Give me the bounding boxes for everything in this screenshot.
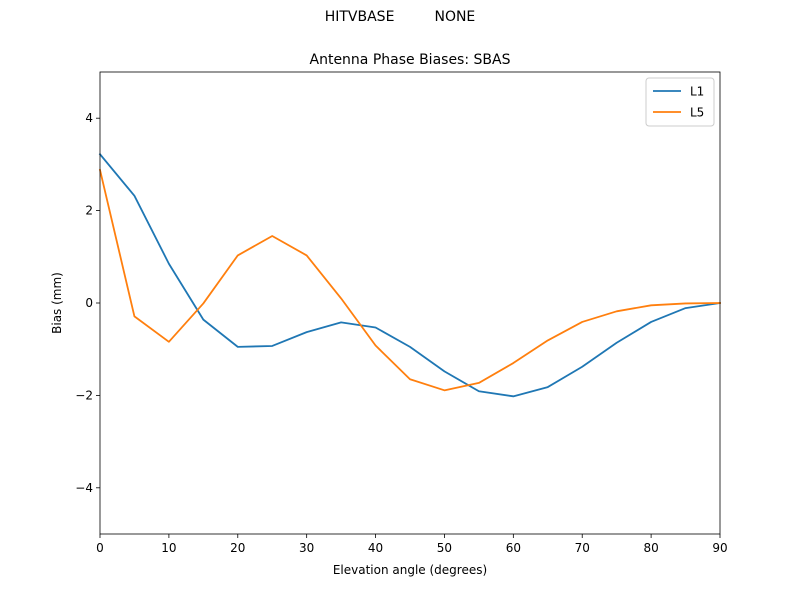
- y-axis-ticks: −4 −2 0 2 4: [75, 111, 100, 495]
- x-axis-ticks: 0 10 20 30 40 50 60 70 80 90: [96, 534, 728, 555]
- y-tick-label: −4: [75, 481, 93, 495]
- x-tick-label: 10: [161, 541, 176, 555]
- x-tick-label: 90: [712, 541, 727, 555]
- figure-suptitle: HITVBASE NONE: [324, 9, 476, 25]
- y-tick-label: 0: [85, 296, 93, 310]
- plot-lines: [98, 152, 722, 398]
- y-tick-label: −2: [75, 388, 93, 402]
- y-tick-label: 4: [85, 111, 93, 125]
- legend-box: [645, 77, 715, 127]
- legend: L1 L5: [645, 77, 715, 127]
- y-axis-label: Bias (mm): [50, 272, 64, 334]
- series-line-l1: [98, 152, 722, 398]
- chart-title: Antenna Phase Biases: SBAS: [310, 52, 511, 68]
- x-axis-label: Elevation angle (degrees): [333, 563, 487, 577]
- x-tick-label: 80: [643, 541, 658, 555]
- legend-label-l1: L1: [690, 85, 704, 99]
- x-tick-label: 60: [506, 541, 521, 555]
- x-tick-label: 20: [230, 541, 245, 555]
- x-tick-label: 40: [368, 541, 383, 555]
- y-tick-label: 2: [85, 204, 93, 218]
- legend-label-l5: L5: [690, 106, 704, 120]
- series-line-l5: [98, 168, 721, 392]
- x-tick-label: 0: [96, 541, 104, 555]
- x-tick-label: 70: [575, 541, 590, 555]
- x-tick-label: 30: [299, 541, 314, 555]
- x-tick-label: 50: [437, 541, 452, 555]
